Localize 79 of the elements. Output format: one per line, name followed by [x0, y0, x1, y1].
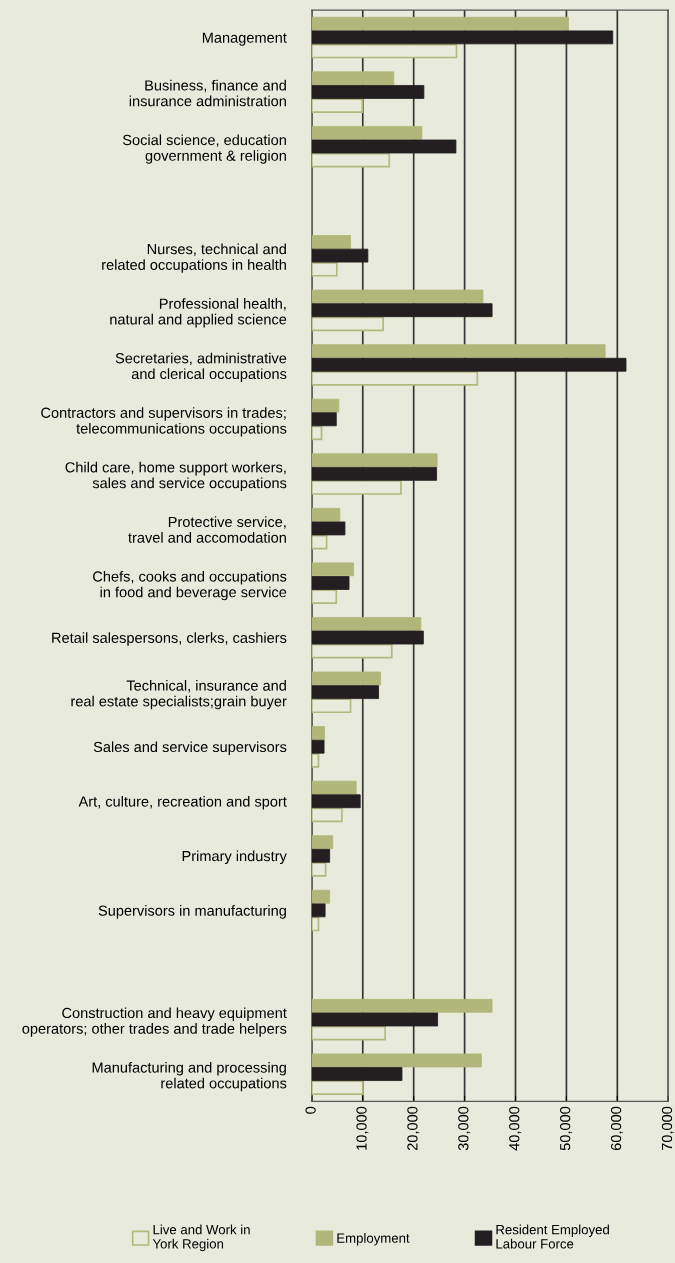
- bar: [311, 916, 320, 932]
- x-tick-label: 0: [305, 1106, 316, 1114]
- legend-label: Resident Employed Labour Force: [496, 1224, 609, 1249]
- y-tick-label: Retail salespersons, clerks, cashiers: [52, 632, 287, 646]
- bar: [311, 303, 493, 318]
- bar: [311, 289, 484, 304]
- bar: [311, 1067, 403, 1081]
- bar: [311, 521, 346, 536]
- bar: [311, 562, 355, 577]
- y-tick-label: Contractors and supervisors in trades; telecommunications occupations: [41, 407, 287, 437]
- x-tick-label: 10,000: [356, 1106, 369, 1150]
- bar: [311, 398, 340, 413]
- legend-label: Live and Work in York Region: [152, 1224, 250, 1252]
- y-tick-label: Supervisors in manufacturing: [98, 905, 286, 919]
- bar: [311, 507, 341, 522]
- bar: [311, 30, 614, 45]
- bar: [311, 16, 569, 31]
- x-tick-label: 50,000: [560, 1106, 573, 1151]
- bar: [311, 1012, 439, 1027]
- x-tick-label: 30,000: [458, 1106, 471, 1151]
- bar: [311, 998, 493, 1013]
- bar: [311, 643, 393, 659]
- y-tick-label: Manufacturing and processing related occupations: [92, 1061, 287, 1092]
- bar: [311, 466, 438, 481]
- x-tick-label: 60,000: [610, 1106, 623, 1151]
- x-tick-label: 40,000: [509, 1106, 522, 1151]
- bar: [311, 807, 343, 823]
- y-tick-label: Construction and heavy equipment operators; other trades and trade helpers: [22, 1007, 287, 1037]
- bar: [311, 617, 422, 631]
- y-tick-label: Business, finance and insurance administration: [129, 79, 286, 107]
- legend-label: Employment: [337, 1233, 410, 1246]
- bar: [311, 903, 326, 918]
- bar: [311, 685, 379, 700]
- x-tick-label: 70,000: [661, 1106, 674, 1151]
- bar: [311, 780, 357, 795]
- bar: [311, 794, 361, 809]
- y-tick-label: Nurses, technical and related occupations in health: [102, 243, 286, 273]
- bar: [311, 671, 381, 686]
- y-tick-label: Protective service, travel and accomodation: [128, 516, 286, 543]
- bar: [311, 698, 352, 714]
- y-tick-label: Primary industry: [182, 850, 287, 865]
- bar: [311, 889, 331, 904]
- bar: [311, 357, 627, 372]
- bar: [311, 862, 327, 877]
- y-tick-label: Art, culture, recreation and sport: [78, 795, 287, 810]
- bar: [311, 848, 331, 863]
- bar: [311, 248, 369, 263]
- y-tick-label: Social science, education government & religion: [122, 134, 286, 164]
- bar: [311, 1053, 482, 1068]
- bar: [311, 371, 479, 386]
- bar: [311, 425, 323, 441]
- bar: [311, 139, 457, 154]
- y-tick-label: Professional health, natural and applied science: [110, 298, 287, 328]
- bar: [311, 753, 320, 768]
- y-tick-label: Technical, insurance and real estate specialists;grain buyer: [71, 680, 287, 710]
- bar: [311, 1080, 364, 1096]
- bar: [311, 71, 395, 86]
- bar: [311, 453, 438, 468]
- bar: [311, 261, 338, 277]
- y-tick-label: Management: [202, 32, 287, 46]
- bar: [311, 98, 364, 113]
- bar: [311, 125, 423, 140]
- bar: [311, 344, 606, 359]
- y-tick-label: Child care, home support workers, sales and service occupations: [65, 461, 287, 492]
- bar: [311, 739, 325, 754]
- bar: [311, 235, 351, 249]
- bar: [311, 412, 337, 427]
- bar: [311, 835, 334, 850]
- bar: [311, 316, 384, 332]
- bar: [311, 85, 425, 99]
- bar: [311, 630, 424, 645]
- bar: [311, 480, 402, 495]
- y-tick-label: Secretaries, administrative and clerical occupations: [115, 352, 287, 382]
- y-tick-label: Chefs, cooks and occupations in food and beverage service: [93, 570, 287, 601]
- y-tick-label: Sales and service supervisors: [93, 741, 287, 755]
- x-tick-label: 20,000: [407, 1106, 420, 1151]
- bar: [311, 576, 350, 590]
- bar: [311, 726, 325, 740]
- bar: [311, 589, 338, 604]
